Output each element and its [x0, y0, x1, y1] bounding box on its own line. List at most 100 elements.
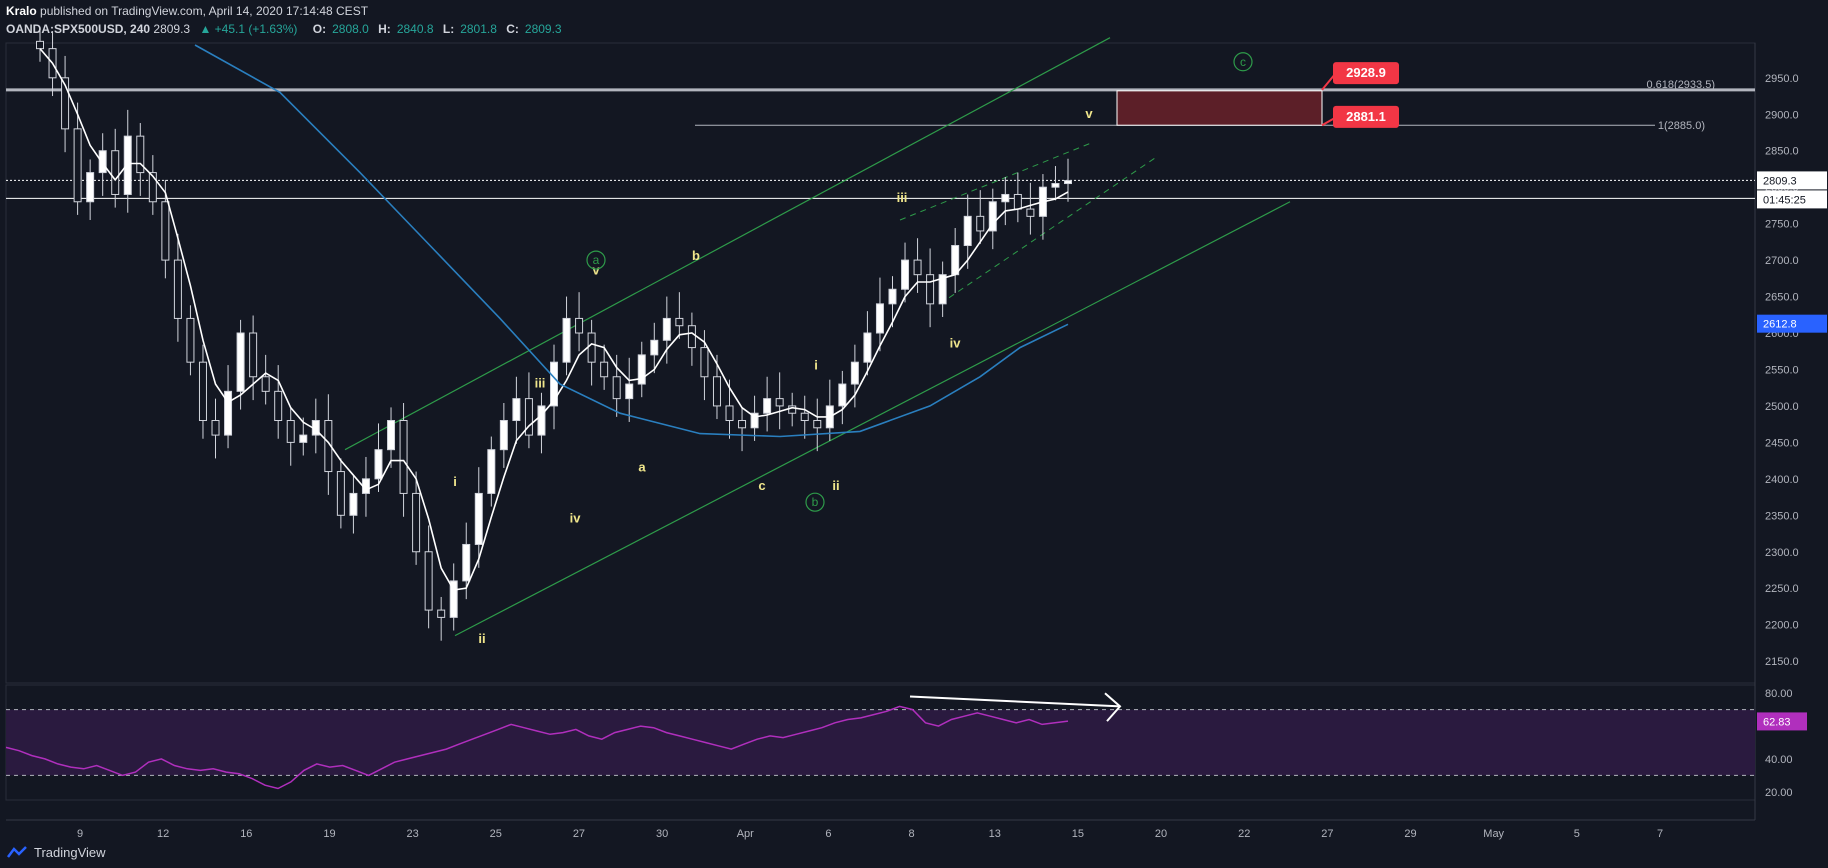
candle-body [487, 449, 496, 494]
close-value: 2809.3 [524, 22, 562, 36]
candle-body [261, 376, 270, 392]
time-tick-label: 20 [1155, 828, 1167, 840]
last-price-badge-bg [1757, 171, 1827, 190]
channel-upper-line [344, 37, 1111, 451]
candle-body [211, 420, 220, 436]
price-tick-label: 2700.0 [1765, 255, 1799, 267]
time-tick-label: 22 [1238, 828, 1250, 840]
ma-fast-line [39, 48, 1069, 591]
time-tick-label: Apr [737, 828, 754, 840]
time-tick-label: 27 [573, 828, 585, 840]
candle-body [700, 347, 709, 378]
price-tick-label: 2650.0 [1765, 292, 1799, 304]
price-tick-label: 2450.0 [1765, 437, 1799, 449]
wave-label: c [758, 478, 765, 493]
wave-label: a [638, 460, 646, 475]
price-tick-label: 2300.0 [1765, 547, 1799, 559]
candle-body [123, 135, 132, 195]
price-tick-label: 2950.0 [1765, 73, 1799, 85]
wave-label: i [453, 474, 457, 489]
price-tick-label: 2150.0 [1765, 656, 1799, 668]
circled-wave-label: b [812, 495, 819, 509]
candle-body [850, 361, 859, 385]
time-tick-label: 5 [1574, 828, 1580, 840]
candle-body [625, 383, 634, 400]
rsi-band [6, 709, 1755, 776]
candle-body [161, 201, 170, 261]
candle-body [738, 420, 747, 429]
candle-body [148, 172, 157, 203]
rsi-tick-label: 80.00 [1765, 688, 1793, 700]
wave-label: iv [570, 511, 582, 526]
price-tick-label: 2400.0 [1765, 474, 1799, 486]
candle-body [775, 398, 784, 407]
high-label: H: [378, 22, 391, 36]
candle-body [938, 274, 947, 305]
tradingview-logo-icon[interactable] [6, 845, 28, 859]
publish-info: Kralo published on TradingView.com, Apri… [6, 2, 1826, 20]
candle-body [412, 492, 421, 553]
rsi-badge-bg [1757, 712, 1807, 731]
rsi-line [5, 705, 1069, 790]
candle-body [863, 332, 872, 363]
circled-wave-label: c [1240, 55, 1246, 69]
time-tick-label: May [1483, 828, 1504, 840]
target-upper-connector [1321, 73, 1336, 91]
candle-body [750, 412, 759, 429]
candle-body [474, 492, 483, 545]
price-change-value: +45.1 (+1.63%) [214, 22, 298, 36]
rsi-divergence-line [909, 695, 1121, 708]
candle-body [988, 201, 997, 232]
candle-body [173, 259, 182, 319]
time-tick-label: 15 [1072, 828, 1084, 840]
circled-wave-marker [586, 250, 606, 270]
wave-label: iii [897, 190, 908, 205]
wave-label: iv [950, 336, 962, 351]
author-name[interactable]: Kralo [6, 4, 37, 18]
candle-body [349, 492, 358, 516]
wave-label: iii [535, 376, 546, 391]
candle-body [800, 412, 809, 422]
candle-body [550, 361, 558, 407]
price-tick-label: 2900.0 [1765, 109, 1799, 121]
candle-body [1026, 208, 1035, 217]
candle-body [1001, 193, 1010, 203]
candle-body [286, 420, 295, 443]
candle-body [838, 383, 847, 407]
candle-body [299, 434, 308, 443]
candle-body [1064, 180, 1072, 185]
candle-body [951, 245, 960, 276]
candle-body [399, 420, 408, 494]
time-tick-label: 23 [407, 828, 419, 840]
candle-body [512, 398, 521, 422]
low-label: L: [442, 22, 455, 36]
candle-body [537, 405, 546, 436]
footer-brand[interactable]: TradingView [34, 844, 106, 860]
candle-body [449, 580, 458, 618]
symbol-info: OANDA:SPX500USD, 240 2809.3 ▲ +45.1 (+1.… [6, 20, 1826, 38]
candle-body [600, 361, 609, 378]
channel-lower-line [454, 201, 1291, 637]
price-tick-label: 2550.0 [1765, 364, 1799, 376]
symbol-name[interactable]: OANDA:SPX500USD, 240 [6, 22, 151, 36]
candle-body [562, 317, 571, 363]
candle-body [73, 128, 82, 203]
channel-inner-upper-line [899, 142, 1091, 221]
price-tick-label: 2350.0 [1765, 510, 1799, 522]
candle-body [637, 354, 646, 385]
ma-badge-bg [1757, 314, 1827, 333]
price-tick-label: 2850.0 [1765, 146, 1799, 158]
candle-body [374, 449, 383, 480]
open-value: 2808.0 [332, 22, 369, 36]
candle-body [687, 325, 696, 349]
time-tick-label: 27 [1321, 828, 1333, 840]
last-price: 2809.3 [153, 22, 191, 36]
rsi-badge: 62.83 [1763, 716, 1791, 728]
time-tick-label: 7 [1657, 828, 1663, 840]
wave-label: ii [478, 631, 485, 646]
chart-header: Kralo published on TradingView.com, Apri… [6, 2, 1826, 40]
candle-body [437, 609, 446, 618]
wave-label: i [814, 357, 818, 372]
high-value: 2840.8 [396, 22, 434, 36]
